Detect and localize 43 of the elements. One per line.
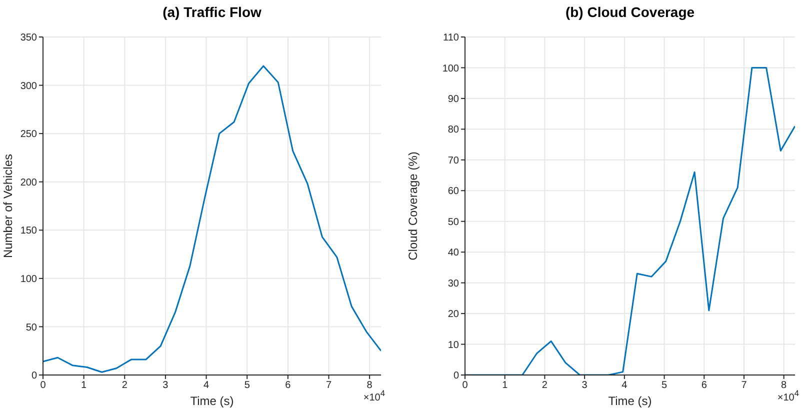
x-tick-label: 4 (622, 380, 628, 392)
y-axis-title: Cloud Coverage (%) (406, 152, 420, 260)
x-tick-label: 5 (661, 380, 668, 392)
x-axis-title: Time (s) (190, 394, 234, 408)
y-tick-label: 60 (448, 186, 460, 198)
y-tick-label: 90 (448, 94, 460, 106)
y-tick-label: 20 (448, 309, 460, 320)
y-tick-label: 300 (20, 80, 38, 92)
x-tick-label: 5 (244, 380, 250, 392)
x-tick-label: 0 (40, 380, 46, 392)
y-tick-label: 150 (20, 226, 38, 237)
chart-title: (b) Cloud Coverage (564, 4, 696, 20)
x-tick-label: 2 (542, 380, 548, 392)
y-axis-title: Number of Vehicles (1, 154, 15, 258)
y-tick-label: 0 (31, 370, 38, 382)
y-tick-label: 100 (20, 274, 38, 285)
x-tick-label: 1 (81, 380, 88, 392)
chart-title: (a) Traffic Flow (162, 4, 262, 20)
x-tick-label: 0 (462, 380, 468, 392)
y-tick-label: 200 (20, 177, 38, 188)
x-tick-label: 6 (285, 380, 292, 392)
y-tick-label: 70 (448, 155, 460, 166)
x-axis-title: Time (s) (608, 394, 652, 408)
x-tick-label: 6 (701, 380, 708, 392)
x-tick-label: 2 (122, 380, 128, 392)
y-tick-label: 50 (448, 216, 460, 228)
x-tick-label: 1 (502, 380, 508, 392)
y-tick-label: 110 (443, 32, 460, 44)
y-tick-label: 80 (448, 124, 460, 136)
y-tick-label: 0 (453, 370, 460, 382)
y-tick-label: 250 (20, 129, 38, 140)
y-tick-label: 10 (448, 340, 460, 351)
y-tick-label: 50 (26, 322, 38, 334)
y-tick-label: 40 (448, 248, 460, 259)
y-tick-label: 30 (448, 278, 460, 290)
line-series (43, 65, 381, 373)
x-tick-label: 7 (741, 380, 748, 392)
y-tick-label: 100 (442, 63, 460, 74)
y-tick-label: 350 (20, 32, 38, 44)
x-tick-label: 3 (582, 380, 588, 392)
x-tick-label: 4 (204, 380, 210, 392)
x-tick-label: 7 (326, 380, 332, 392)
x-tick-label: 3 (162, 380, 169, 392)
